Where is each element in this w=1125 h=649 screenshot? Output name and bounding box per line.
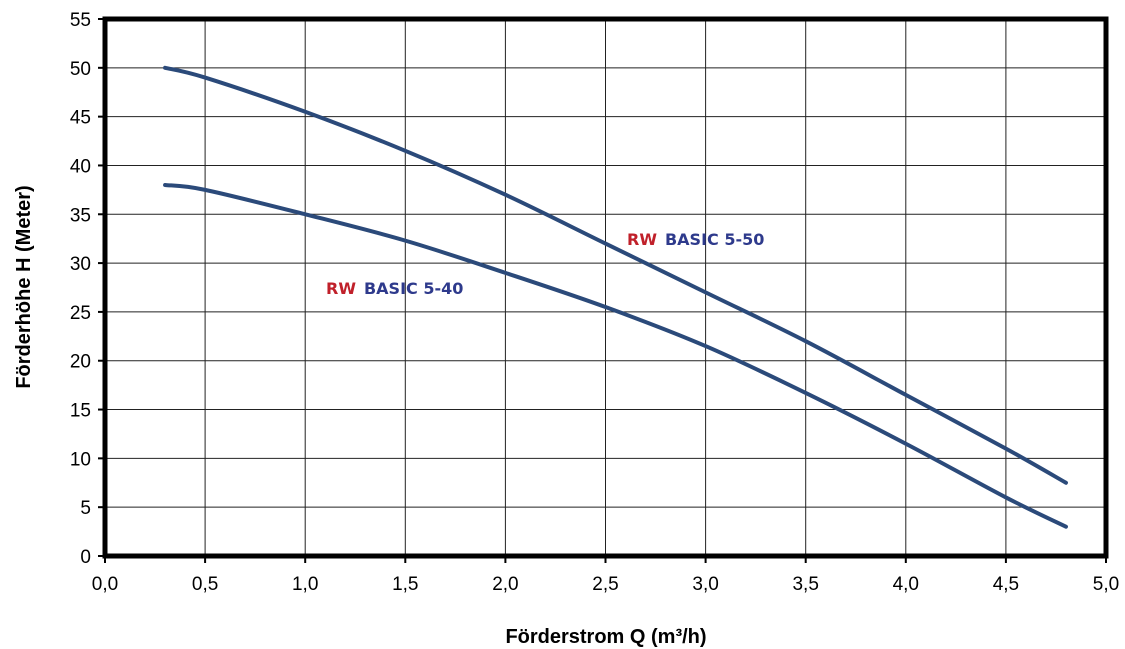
x-tick-label: 4,5 xyxy=(993,574,1019,595)
series-brand: RW xyxy=(326,279,356,298)
y-tick-label: 10 xyxy=(70,449,91,470)
y-tick-label: 55 xyxy=(70,10,91,31)
series-line-1 xyxy=(163,182,1068,529)
x-tick-label: 3,0 xyxy=(692,574,718,595)
y-tick-label: 40 xyxy=(70,156,91,177)
y-tick-label: 35 xyxy=(70,205,91,226)
x-tick-label: 1,0 xyxy=(292,574,318,595)
y-axis-title: Förderhöhe H (Meter) xyxy=(13,185,35,388)
y-tick-label: 0 xyxy=(80,547,91,568)
series-brand: RW xyxy=(627,230,657,249)
series-label-basic-5-40: RW BASIC 5-40 xyxy=(326,279,463,298)
x-axis-title: Förderstrom Q (m³/h) xyxy=(505,626,706,648)
series-model: BASIC 5-40 xyxy=(364,279,463,298)
y-tick-label: 20 xyxy=(70,352,91,373)
y-tick-label: 25 xyxy=(70,303,91,324)
series-label-basic-5-50: RW BASIC 5-50 xyxy=(627,230,764,249)
y-tick-label: 50 xyxy=(70,59,91,80)
y-tick-label: 45 xyxy=(70,108,91,129)
x-tick-label: 5,0 xyxy=(1093,574,1119,595)
y-tick-label: 15 xyxy=(70,401,91,422)
series-line-0 xyxy=(163,65,1068,485)
x-tick-label: 1,5 xyxy=(392,574,418,595)
x-tick-label: 2,5 xyxy=(592,574,618,595)
x-tick-label: 2,0 xyxy=(492,574,518,595)
grid-lines xyxy=(105,19,1106,556)
y-tick-label: 30 xyxy=(70,254,91,275)
x-axis-ticks: 0,0 0,5 1,0 1,5 2,0 2,5 3,0 3,5 4,0 4,5 5,0 xyxy=(92,556,1119,595)
x-tick-label: 4,0 xyxy=(893,574,919,595)
x-tick-label: 0,0 xyxy=(92,574,118,595)
y-tick-label: 5 xyxy=(80,498,91,519)
curves xyxy=(163,65,1068,529)
x-tick-label: 3,5 xyxy=(792,574,818,595)
x-tick-label: 0,5 xyxy=(192,574,218,595)
series-model: BASIC 5-50 xyxy=(665,230,764,249)
y-axis-ticks: 0 5 10 15 20 25 30 35 40 45 50 55 xyxy=(70,10,105,568)
